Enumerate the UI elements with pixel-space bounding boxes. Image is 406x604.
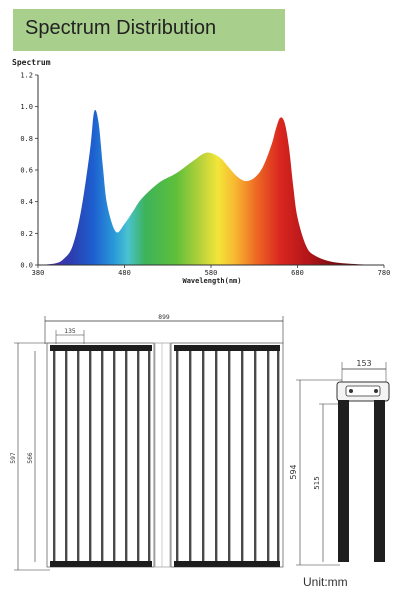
light-bar bbox=[89, 351, 92, 561]
left-bottom-rail bbox=[50, 561, 152, 567]
unit-label: Unit:mm bbox=[303, 575, 348, 589]
light-bar bbox=[277, 351, 280, 561]
side-view: 153 594 515 bbox=[289, 359, 390, 566]
spacing-label: 135 bbox=[64, 328, 76, 335]
page-title: Spectrum Distribution bbox=[25, 17, 217, 39]
x-tick-label: 780 bbox=[378, 269, 391, 277]
title-banner: Spectrum Distribution bbox=[13, 9, 285, 51]
y-tick-label: 0.2 bbox=[20, 230, 33, 238]
y-tick-label: 1.0 bbox=[20, 103, 33, 111]
total-height-label: 597 bbox=[10, 452, 17, 464]
spectrum-area bbox=[38, 109, 384, 265]
profile-width-label: 153 bbox=[356, 359, 371, 368]
y-tick-label: 0.0 bbox=[20, 262, 33, 270]
light-bar bbox=[77, 351, 80, 561]
front-view: 899 135 597 566 bbox=[10, 314, 284, 571]
total-width-label: 899 bbox=[158, 314, 170, 321]
profile-height-label: 594 bbox=[289, 464, 298, 479]
light-bar bbox=[101, 351, 104, 561]
light-bar bbox=[202, 351, 205, 561]
y-tick-label: 0.4 bbox=[20, 198, 33, 206]
y-tick-label: 0.6 bbox=[20, 167, 33, 175]
y-tick-label: 1.2 bbox=[20, 72, 33, 80]
profile-bar-right bbox=[374, 400, 385, 562]
x-tick-label: 480 bbox=[118, 269, 131, 277]
light-bar bbox=[176, 351, 179, 561]
light-bar bbox=[254, 351, 257, 561]
center-hinge bbox=[154, 342, 171, 568]
x-tick-label: 680 bbox=[291, 269, 304, 277]
profile-inner-label: 515 bbox=[313, 476, 321, 489]
light-bar bbox=[189, 351, 192, 561]
light-bar bbox=[137, 351, 140, 561]
right-light-bars bbox=[176, 351, 280, 561]
dimension-drawing: 899 135 597 566 153 bbox=[10, 314, 390, 571]
light-bar bbox=[53, 351, 56, 561]
x-axis-label: Wavelength(nm) bbox=[182, 277, 241, 285]
profile-bar-left bbox=[338, 400, 349, 562]
light-bar bbox=[113, 351, 116, 561]
light-bar bbox=[65, 351, 68, 561]
light-bar bbox=[228, 351, 231, 561]
light-bar bbox=[148, 351, 151, 561]
y-tick-label: 0.8 bbox=[20, 135, 33, 143]
x-tick-label: 580 bbox=[205, 269, 218, 277]
y-axis-label: Spectrum bbox=[12, 58, 51, 67]
x-tick-label: 380 bbox=[32, 269, 45, 277]
light-bar bbox=[215, 351, 218, 561]
right-top-rail bbox=[174, 345, 280, 351]
light-bar bbox=[241, 351, 244, 561]
light-bar bbox=[125, 351, 128, 561]
spectrum-chart: Spectrum 0.0 0.2 0.4 0.6 0.8 1.0 1.2 380 480 580… bbox=[12, 58, 391, 285]
right-bottom-rail bbox=[174, 561, 280, 567]
inner-height-label: 566 bbox=[27, 452, 34, 464]
left-top-rail bbox=[50, 345, 152, 351]
left-light-bars bbox=[53, 351, 151, 561]
light-bar bbox=[267, 351, 270, 561]
